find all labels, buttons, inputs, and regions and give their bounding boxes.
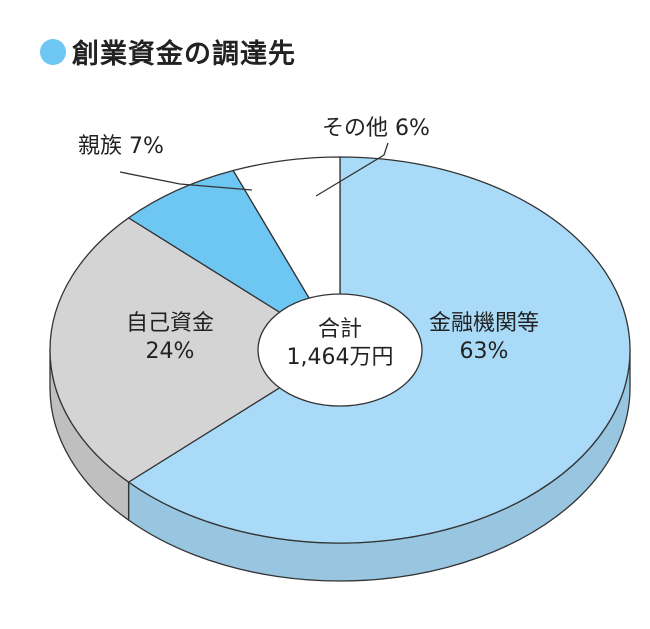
pie-slice-2 <box>49 217 341 483</box>
chart-title-text: 創業資金の調達先 <box>72 39 296 70</box>
slice-label-4: その他 6% <box>322 116 430 141</box>
center-hole <box>257 293 423 407</box>
slice-label-1: 金融機関等 <box>429 311 539 336</box>
slice-label-name-4: その他 <box>322 116 395 141</box>
slice-label-name-3: 親族 <box>78 134 129 159</box>
slice-value-2: 24% <box>146 339 195 364</box>
leader-line-4 <box>315 142 389 197</box>
slice-value-4: 6% <box>395 116 430 141</box>
chart-title: 創業資金の調達先 <box>40 32 296 71</box>
center-label-total: 1,464万円 <box>287 345 394 370</box>
slice-label-2: 自己資金 <box>126 311 214 336</box>
slice-label-3: 親族 7% <box>78 134 164 159</box>
slice-value-3: 7% <box>129 134 164 159</box>
center-label-title: 合計 <box>318 317 362 342</box>
title-bullet-icon <box>40 38 66 65</box>
leader-line-3 <box>119 171 253 191</box>
pie-slice-3 <box>127 169 341 351</box>
slice-value-1: 63% <box>460 339 509 364</box>
